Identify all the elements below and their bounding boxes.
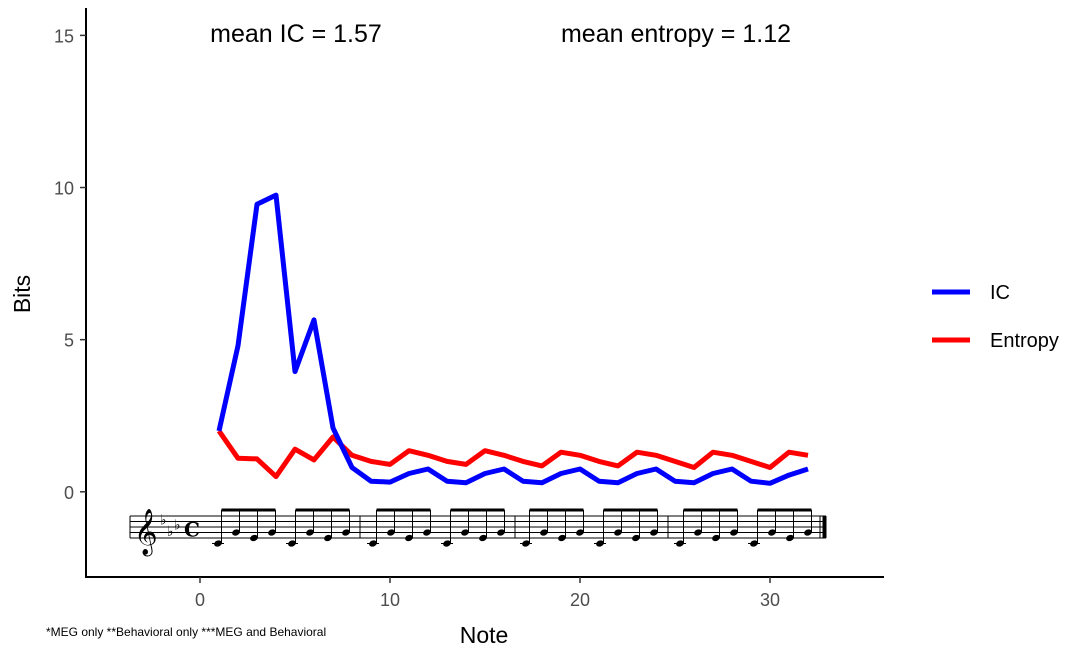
note-head (650, 529, 658, 536)
note-head (768, 529, 776, 536)
treble-clef-icon: 𝄞 (134, 509, 158, 557)
note-head (250, 534, 258, 542)
note-head (694, 529, 702, 536)
note-head (387, 529, 395, 536)
flat-icon: ♭ (174, 517, 181, 533)
legend: IC Entropy (932, 282, 1059, 352)
note-head (576, 529, 584, 536)
note-head (497, 529, 505, 536)
note-head (804, 529, 812, 536)
common-time-icon: C (184, 518, 200, 542)
note-head (632, 534, 640, 542)
note-head (461, 529, 469, 536)
note-head (558, 534, 566, 542)
legend-label-ic: IC (990, 282, 1010, 304)
note-head (268, 529, 276, 536)
note-head (405, 534, 413, 542)
y-axis-title: Bits (9, 275, 35, 313)
note-head (232, 529, 240, 536)
x-tick-label: 10 (380, 590, 400, 610)
note-head (306, 529, 314, 536)
note-head (479, 534, 487, 542)
note-head (423, 529, 431, 536)
footnote: *MEG only **Behavioral only ***MEG and B… (46, 625, 326, 639)
y-tick-label: 5 (64, 331, 74, 351)
music-staff: 𝄞 ♭♭ ♭ C (129, 508, 827, 557)
note-head (342, 529, 350, 536)
x-axis-title: Note (460, 622, 509, 648)
mean-entropy-annotation: mean entropy = 1.12 (561, 20, 791, 48)
note-head (614, 529, 622, 536)
legend-label-entropy: Entropy (990, 330, 1059, 352)
y-tick-label: 0 (64, 483, 74, 503)
note-head (540, 529, 548, 536)
x-tick-label: 30 (760, 590, 780, 610)
x-axis-ticks: 0 10 20 30 (195, 577, 780, 610)
series-line-ic (216, 192, 809, 486)
note-head (324, 534, 332, 542)
series-layer (216, 192, 809, 486)
flat-icon: ♭ (167, 524, 174, 540)
flat-icon: ♭ (160, 513, 167, 529)
note-head (712, 534, 720, 542)
x-tick-label: 0 (195, 590, 205, 610)
note-head (786, 534, 794, 542)
y-tick-label: 10 (54, 179, 74, 199)
x-tick-label: 20 (570, 590, 590, 610)
series-line-entropy (216, 429, 809, 480)
y-tick-label: 15 (54, 26, 74, 46)
mean-ic-annotation: mean IC = 1.57 (210, 20, 382, 48)
note-head (730, 529, 738, 536)
y-axis-ticks: 0 5 10 15 (54, 26, 86, 503)
